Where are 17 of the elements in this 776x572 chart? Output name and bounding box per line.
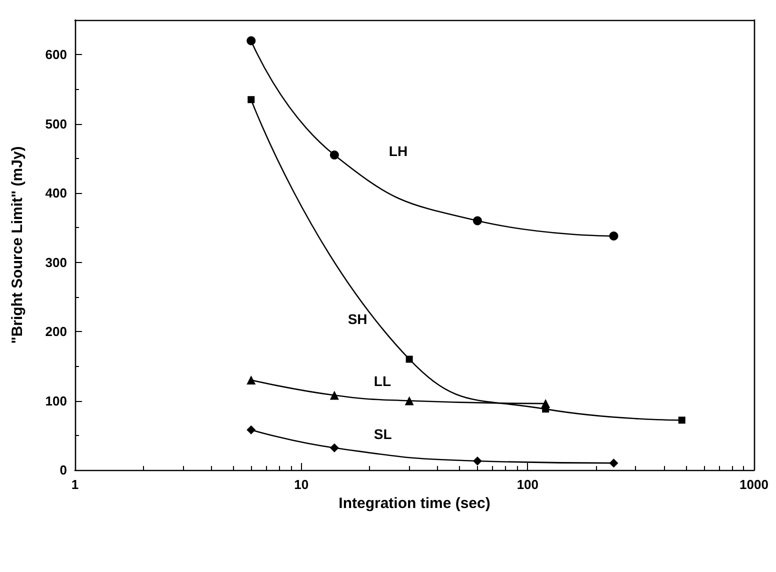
x-tick-label: 100 — [516, 477, 539, 492]
y-tick-label: 300 — [45, 254, 67, 270]
x-tick-label: 1000 — [740, 477, 768, 492]
y-tick-label: 0 — [60, 462, 67, 478]
x-axis-title: Integration time (sec) — [338, 495, 490, 512]
y-axis-title: "Bright Source Limit" (mJy) — [9, 146, 26, 344]
series-label: SH — [348, 311, 368, 328]
y-tick-label: 400 — [45, 186, 67, 201]
y-tick-label: 200 — [45, 324, 67, 340]
series-label: SL — [374, 426, 392, 442]
x-tick-label: 1 — [71, 477, 79, 492]
y-tick-label: 500 — [45, 116, 67, 132]
series-label: LL — [374, 373, 392, 390]
text: LH — [388, 143, 408, 159]
x-tick-label: 10 — [294, 477, 309, 492]
y-tick-label: 600 — [45, 47, 67, 62]
y-tick-label: 100 — [45, 393, 67, 408]
